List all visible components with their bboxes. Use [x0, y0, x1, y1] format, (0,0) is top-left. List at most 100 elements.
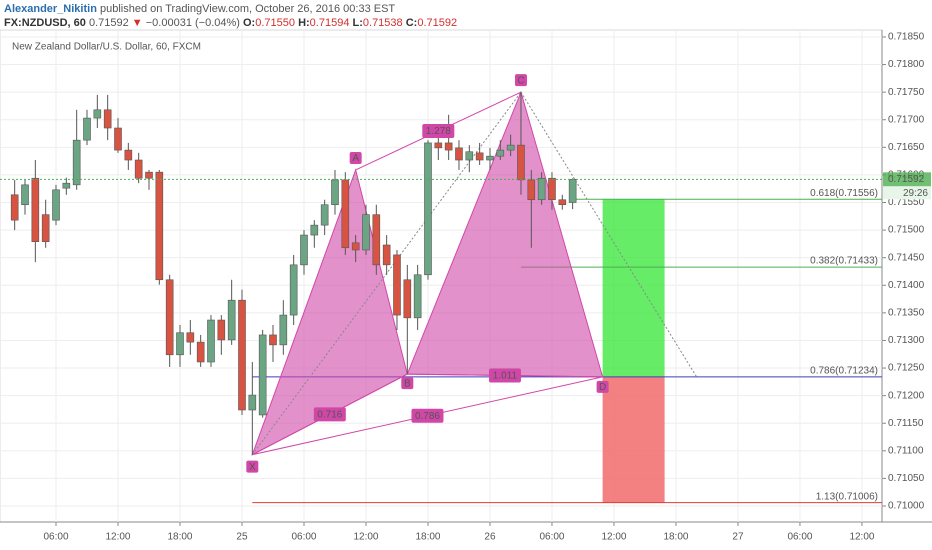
- candle-body: [393, 254, 401, 316]
- candle-body: [382, 244, 391, 266]
- point-label: X: [249, 462, 256, 473]
- x-tick-label: 26: [484, 532, 496, 543]
- candle-body: [41, 214, 50, 242]
- x-tick-label: 27: [732, 532, 744, 543]
- stop-zone: [602, 376, 665, 503]
- ohlc-value: 0.71538: [362, 17, 403, 29]
- ohlc-key: H:: [298, 17, 310, 29]
- header: Alexander_Nikitin published on TradingVi…: [4, 2, 457, 30]
- y-tick-label: 0.71450: [888, 252, 925, 263]
- point-label-box: [514, 74, 527, 87]
- candle-body: [124, 149, 133, 161]
- candle-body: [455, 147, 463, 161]
- candle-body: [444, 142, 453, 151]
- change: −0.00031 (−0.04%): [145, 17, 240, 29]
- x-tick-label: 18:00: [167, 532, 192, 543]
- ratio-label-box: [313, 407, 346, 422]
- y-tick-label: 0.71700: [888, 114, 925, 125]
- y-tick-label: 0.71000: [888, 501, 925, 512]
- candle-body: [372, 214, 381, 266]
- x-tick-label: 06:00: [787, 532, 812, 543]
- candle-body: [403, 279, 412, 319]
- x-tick-label: 12:00: [849, 532, 874, 543]
- candle-body: [114, 127, 122, 151]
- candle-body: [465, 151, 474, 161]
- candle-body: [227, 299, 236, 341]
- candle-body: [93, 109, 102, 119]
- ohlc-value: 0.71592: [417, 17, 458, 29]
- candle-body: [434, 142, 443, 149]
- ohlc: O:0.71550 H:0.71594 L:0.71538 C:0.71592: [243, 17, 457, 29]
- fib-level-label: 0.786(0.71234): [810, 366, 878, 377]
- ratio-label: 0.786: [415, 411, 440, 422]
- x-tick-label: 06:00: [43, 532, 68, 543]
- point-label: A: [352, 153, 359, 164]
- ohlc-key: C:: [405, 17, 418, 29]
- candle-body: [558, 199, 567, 206]
- y-tick-label: 0.71350: [888, 308, 925, 319]
- candle-body: [341, 179, 350, 249]
- y-tick-label: 0.71750: [888, 87, 925, 98]
- published: published on TradingView.com, October 26…: [99, 3, 396, 15]
- candle-body: [207, 319, 215, 363]
- candle-body: [506, 144, 515, 151]
- symbol: FX:NZDUSD, 60: [4, 17, 86, 29]
- candle-body: [320, 204, 329, 226]
- candle-body: [331, 179, 339, 206]
- candle-body: [568, 179, 577, 203]
- ohlc-key: L:: [352, 17, 363, 29]
- candle-body: [176, 332, 184, 356]
- candle-body: [351, 242, 360, 251]
- arrow: ▼: [131, 17, 143, 29]
- candle-body: [475, 152, 484, 161]
- x-tick-label: 06:00: [291, 532, 316, 543]
- y-tick-label: 0.71800: [888, 59, 925, 70]
- point-label: D: [599, 382, 606, 393]
- author[interactable]: Alexander_Nikitin: [4, 3, 97, 15]
- point-label: B: [404, 378, 411, 389]
- candle-body: [62, 182, 71, 189]
- candle-body: [186, 332, 195, 343]
- candles: [10, 92, 577, 455]
- candle-body: [83, 117, 91, 141]
- fib-level-label: 0.382(0.71433): [810, 256, 878, 267]
- candle-body: [238, 299, 246, 411]
- y-tick-label: 0.71200: [888, 390, 925, 401]
- candle-body: [52, 189, 60, 221]
- ohlc-value: 0.71594: [309, 17, 350, 29]
- y-tick-label: 0.71050: [888, 473, 925, 484]
- fib-level-label: 1.13(0.71006): [816, 491, 878, 502]
- candle-body: [165, 279, 174, 356]
- candle-body: [300, 234, 308, 266]
- candle-body: [362, 214, 370, 251]
- last-price-box: [883, 172, 931, 187]
- x-tick-label: 12:00: [105, 532, 130, 543]
- last-price-label: 0.71592: [888, 174, 925, 185]
- ohlc-key: O:: [243, 17, 256, 29]
- candle-body: [72, 139, 81, 186]
- candle-body: [289, 264, 298, 316]
- candle-body: [248, 394, 257, 411]
- candle-body: [413, 274, 422, 319]
- ohlc-value: 0.71550: [255, 17, 295, 29]
- candle-body: [279, 314, 288, 346]
- ratio-label: 0.716: [317, 410, 342, 421]
- y-tick-label: 0.71550: [888, 197, 925, 208]
- y-tick-label: 0.71650: [888, 142, 925, 153]
- ratio-label-box: [422, 124, 455, 139]
- x-tick-label: 18:00: [415, 532, 440, 543]
- ratio-label-box: [488, 368, 521, 383]
- y-tick-label: 0.71250: [888, 363, 925, 374]
- candle-body: [134, 159, 143, 179]
- x-tick-label: 18:00: [663, 532, 688, 543]
- y-tick-label: 0.71150: [888, 418, 924, 429]
- point-label-box: [349, 151, 362, 164]
- plot-area: [0, 29, 883, 523]
- candle-body: [496, 149, 505, 157]
- fib-level-label: 0.618(0.71556): [810, 188, 878, 199]
- y-tick-label: 0.71850: [888, 32, 925, 43]
- header-line: Alexander_Nikitin published on TradingVi…: [4, 2, 457, 16]
- ratio-label: 1.011: [493, 371, 518, 382]
